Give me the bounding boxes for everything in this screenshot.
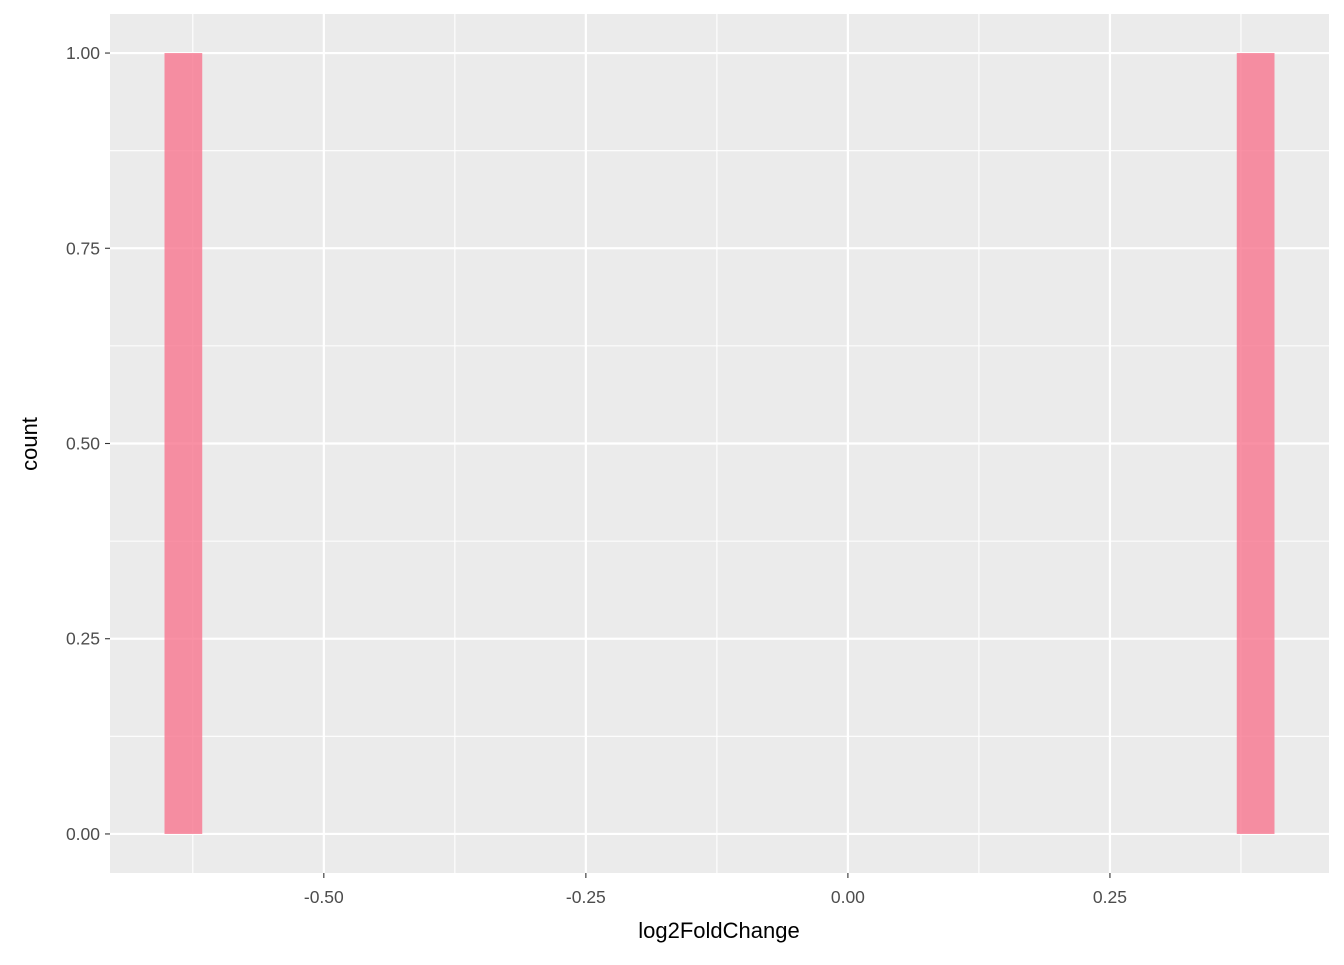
x-tick-label: 0.00 (831, 887, 865, 907)
y-tick-label: 0.00 (66, 824, 100, 844)
histogram-bar (1236, 53, 1275, 834)
y-tick-label: 1.00 (66, 43, 100, 63)
y-axis: 0.00 0.25 0.50 0.75 1.00 (66, 43, 110, 844)
x-tick-label: 0.25 (1093, 887, 1127, 907)
y-tick-label: 0.50 (66, 434, 100, 454)
gridlines (110, 14, 1329, 873)
x-tick-label: -0.25 (566, 887, 606, 907)
y-axis-label: count (17, 417, 42, 471)
bars (164, 53, 1275, 834)
x-axis-label: log2FoldChange (638, 918, 799, 943)
y-tick-label: 0.25 (66, 629, 100, 649)
x-tick-label: -0.50 (304, 887, 344, 907)
y-tick-label: 0.75 (66, 238, 100, 258)
x-axis: -0.50 -0.25 0.00 0.25 (304, 873, 1127, 907)
histogram-bar (164, 53, 203, 834)
